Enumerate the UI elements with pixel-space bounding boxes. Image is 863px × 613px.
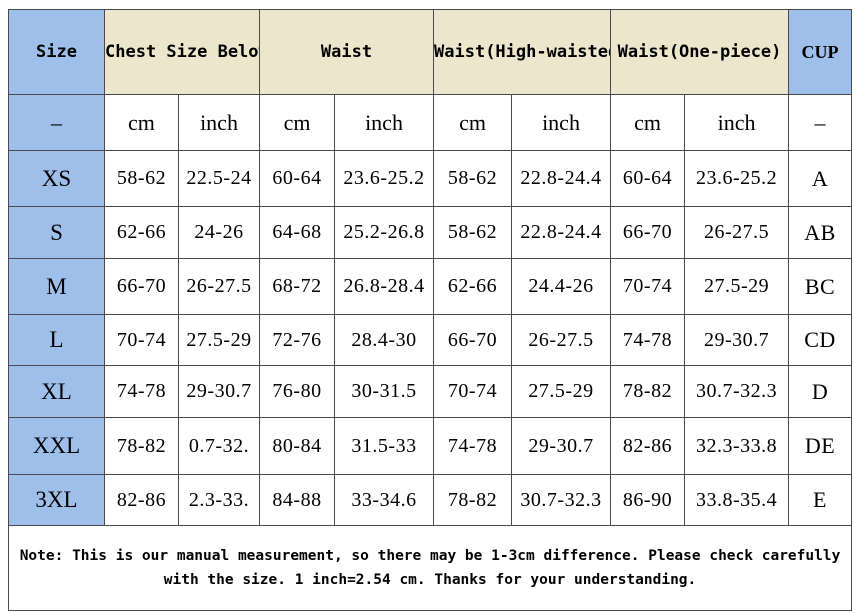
header-waist-one-piece: Waist(One-piece)	[610, 9, 790, 95]
unit-cell: cm	[610, 94, 686, 151]
unit-cell: inch	[684, 94, 790, 151]
size-label: XL	[8, 365, 105, 418]
measurement-cell: 84-88	[259, 474, 336, 526]
measurement-cell: 58-62	[433, 150, 513, 207]
measurement-cell: 82-86	[104, 474, 179, 526]
table-row: M 66-70 26-27.5 68-72 26.8-28.4 62-66 24.4-26 7…	[8, 258, 853, 315]
measurement-cell: 66-70	[104, 258, 179, 315]
unit-cell: cm	[259, 94, 336, 151]
measurement-cell: 22.5-24	[177, 150, 261, 207]
unit-cell: cm	[433, 94, 513, 151]
measurement-cell: 33-34.6	[334, 474, 435, 526]
unit-cell: cm	[104, 94, 179, 151]
measurement-cell: 62-66	[433, 258, 513, 315]
measurement-cell: 26-27.5	[684, 206, 790, 259]
measurement-cell: 23.6-25.2	[684, 150, 790, 207]
size-label: M	[8, 258, 105, 315]
measurement-cell: 58-62	[433, 206, 513, 259]
measurement-cell: 26.8-28.4	[334, 258, 435, 315]
table-row: XXL 78-82 0.7-32. 80-84 31.5-33 74-78 29-30.7 8…	[8, 417, 853, 475]
measurement-cell: 60-64	[259, 150, 336, 207]
size-rows: XS 58-62 22.5-24 60-64 23.6-25.2 58-62 22.8-24…	[8, 150, 853, 526]
size-label: 3XL	[8, 474, 105, 526]
measurement-cell: 24-26	[177, 206, 261, 259]
measurement-cell: 27.5-29	[684, 258, 790, 315]
measurement-cell: 82-86	[610, 417, 686, 475]
measurement-cell: 70-74	[433, 365, 513, 418]
measurement-cell: 29-30.7	[684, 314, 790, 366]
measurement-cell: 68-72	[259, 258, 336, 315]
measurement-cell: 28.4-30	[334, 314, 435, 366]
size-label: XXL	[8, 417, 105, 475]
measurement-cell: 78-82	[433, 474, 513, 526]
measurement-cell: 86-90	[610, 474, 686, 526]
measurement-cell: 0.7-32.	[177, 417, 261, 475]
measurement-cell: 66-70	[433, 314, 513, 366]
measurement-cell: 26-27.5	[511, 314, 612, 366]
table-row: XL 74-78 29-30.7 76-80 30-31.5 70-74 27.5-29 78…	[8, 365, 853, 418]
unit-cell: –	[8, 94, 105, 151]
size-chart-table: Size Chest Size Below Brest Waist Waist(…	[7, 9, 853, 611]
cup-value: CD	[788, 314, 853, 366]
header-row: Size Chest Size Below Brest Waist Waist(…	[8, 9, 853, 95]
units-row: – cm inch cm inch cm inch cm inch –	[8, 94, 853, 151]
table-row: S 62-66 24-26 64-68 25.2-26.8 58-62 22.8-24.4 6…	[8, 206, 853, 259]
measurement-cell: 72-76	[259, 314, 336, 366]
measurement-cell: 30-31.5	[334, 365, 435, 418]
measurement-cell: 23.6-25.2	[334, 150, 435, 207]
header-chest: Chest Size Below Brest	[103, 9, 261, 95]
header-cup: CUP	[788, 9, 853, 95]
measurement-cell: 31.5-33	[334, 417, 435, 475]
table-row: 3XL 82-86 2.3-33. 84-88 33-34.6 78-82 30.7-32.…	[8, 474, 853, 526]
measurement-cell: 78-82	[104, 417, 179, 475]
measurement-cell: 27.5-29	[177, 314, 261, 366]
cup-value: D	[788, 365, 853, 418]
cup-value: A	[788, 150, 853, 207]
size-label: XS	[8, 150, 105, 207]
measurement-cell: 26-27.5	[177, 258, 261, 315]
measurement-cell: 80-84	[259, 417, 336, 475]
measurement-cell: 22.8-24.4	[511, 150, 612, 207]
measurement-cell: 64-68	[259, 206, 336, 259]
unit-cell: inch	[511, 94, 612, 151]
measurement-cell: 66-70	[610, 206, 686, 259]
measurement-cell: 25.2-26.8	[334, 206, 435, 259]
measurement-cell: 27.5-29	[511, 365, 612, 418]
cup-value: AB	[788, 206, 853, 259]
measurement-cell: 29-30.7	[511, 417, 612, 475]
header-size: Size	[8, 9, 105, 95]
note-row: Note: This is our manual measurement, so…	[7, 525, 853, 611]
measurement-cell: 74-78	[104, 365, 179, 418]
measurement-cell: 29-30.7	[177, 365, 261, 418]
measurement-cell: 62-66	[104, 206, 179, 259]
header-waist: Waist	[259, 9, 435, 95]
measurement-cell: 30.7-32.3	[684, 365, 790, 418]
unit-cell: inch	[334, 94, 435, 151]
cup-value: DE	[788, 417, 853, 475]
unit-cell: –	[788, 94, 853, 151]
measurement-cell: 2.3-33.	[177, 474, 261, 526]
table-row: L 70-74 27.5-29 72-76 28.4-30 66-70 26-27.5 74-…	[8, 314, 853, 366]
header-waist-high: Waist(High-waisted)	[433, 9, 612, 95]
measurement-cell: 74-78	[610, 314, 686, 366]
measurement-cell: 58-62	[104, 150, 179, 207]
measurement-cell: 70-74	[610, 258, 686, 315]
note-text: Note: This is our manual measurement, so…	[7, 525, 853, 611]
cup-value: BC	[788, 258, 853, 315]
table-row: XS 58-62 22.5-24 60-64 23.6-25.2 58-62 22.8-24…	[8, 150, 853, 207]
measurement-cell: 22.8-24.4	[511, 206, 612, 259]
measurement-cell: 60-64	[610, 150, 686, 207]
measurement-cell: 33.8-35.4	[684, 474, 790, 526]
size-label: S	[8, 206, 105, 259]
measurement-cell: 78-82	[610, 365, 686, 418]
measurement-cell: 24.4-26	[511, 258, 612, 315]
measurement-cell: 76-80	[259, 365, 336, 418]
measurement-cell: 70-74	[104, 314, 179, 366]
unit-cell: inch	[177, 94, 261, 151]
cup-value: E	[788, 474, 853, 526]
size-label: L	[8, 314, 105, 366]
measurement-cell: 32.3-33.8	[684, 417, 790, 475]
measurement-cell: 30.7-32.3	[511, 474, 612, 526]
measurement-cell: 74-78	[433, 417, 513, 475]
